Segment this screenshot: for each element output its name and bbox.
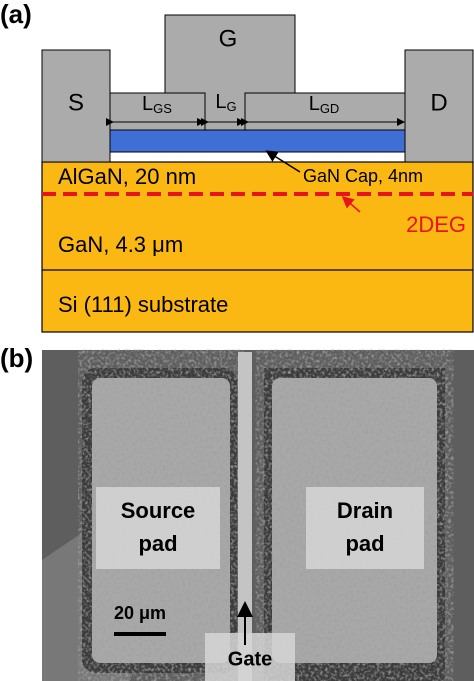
gate-line: [238, 352, 252, 681]
arrow: [341, 196, 361, 213]
label-box: [205, 633, 295, 681]
pad-label: pad: [345, 531, 384, 556]
length-sub: GD: [320, 101, 340, 116]
panel-label: (a): [0, 0, 32, 29]
pad-label: Drain: [337, 498, 393, 523]
source-electrode: [41, 49, 111, 163]
length-label: LG: [215, 91, 236, 114]
arrow: [265, 150, 301, 173]
layer-label: 2DEG: [406, 212, 466, 237]
electrode-label: G: [219, 25, 238, 52]
length-main: L: [309, 93, 320, 115]
gate-electrode: [164, 14, 296, 131]
length-main: L: [142, 93, 153, 115]
panel-a: (a) G S D LGS LG LGD AlGaN, 20 nm GaN Ca…: [0, 0, 474, 333]
layer-label: GaN Cap, 4nm: [303, 166, 423, 186]
layer-stack: [41, 161, 474, 333]
panel-b: (b) Source pad Drain pad 20 μm Gate: [0, 343, 474, 681]
layer-label: AlGaN, 20 nm: [58, 164, 196, 189]
pad-label: Source: [121, 498, 196, 523]
gate-label: Gate: [228, 648, 272, 670]
label-box: [306, 487, 424, 569]
cap-layer: [109, 129, 406, 153]
length-sub: GS: [153, 101, 172, 116]
panel-label: (b): [0, 343, 33, 373]
electrode-label: S: [68, 89, 84, 116]
length-main: L: [215, 91, 226, 113]
drain-electrode: [404, 49, 474, 163]
length-sub: G: [227, 99, 237, 114]
label-box: [96, 487, 220, 569]
scale-label: 20 μm: [114, 603, 166, 623]
length-label: LGD: [309, 93, 340, 116]
electrode-label: D: [430, 89, 447, 116]
length-label: LGS: [142, 93, 172, 116]
layer-label: GaN, 4.3 μm: [58, 232, 183, 257]
pad-label: pad: [138, 531, 177, 556]
layer-label: Si (111) substrate: [58, 292, 228, 317]
